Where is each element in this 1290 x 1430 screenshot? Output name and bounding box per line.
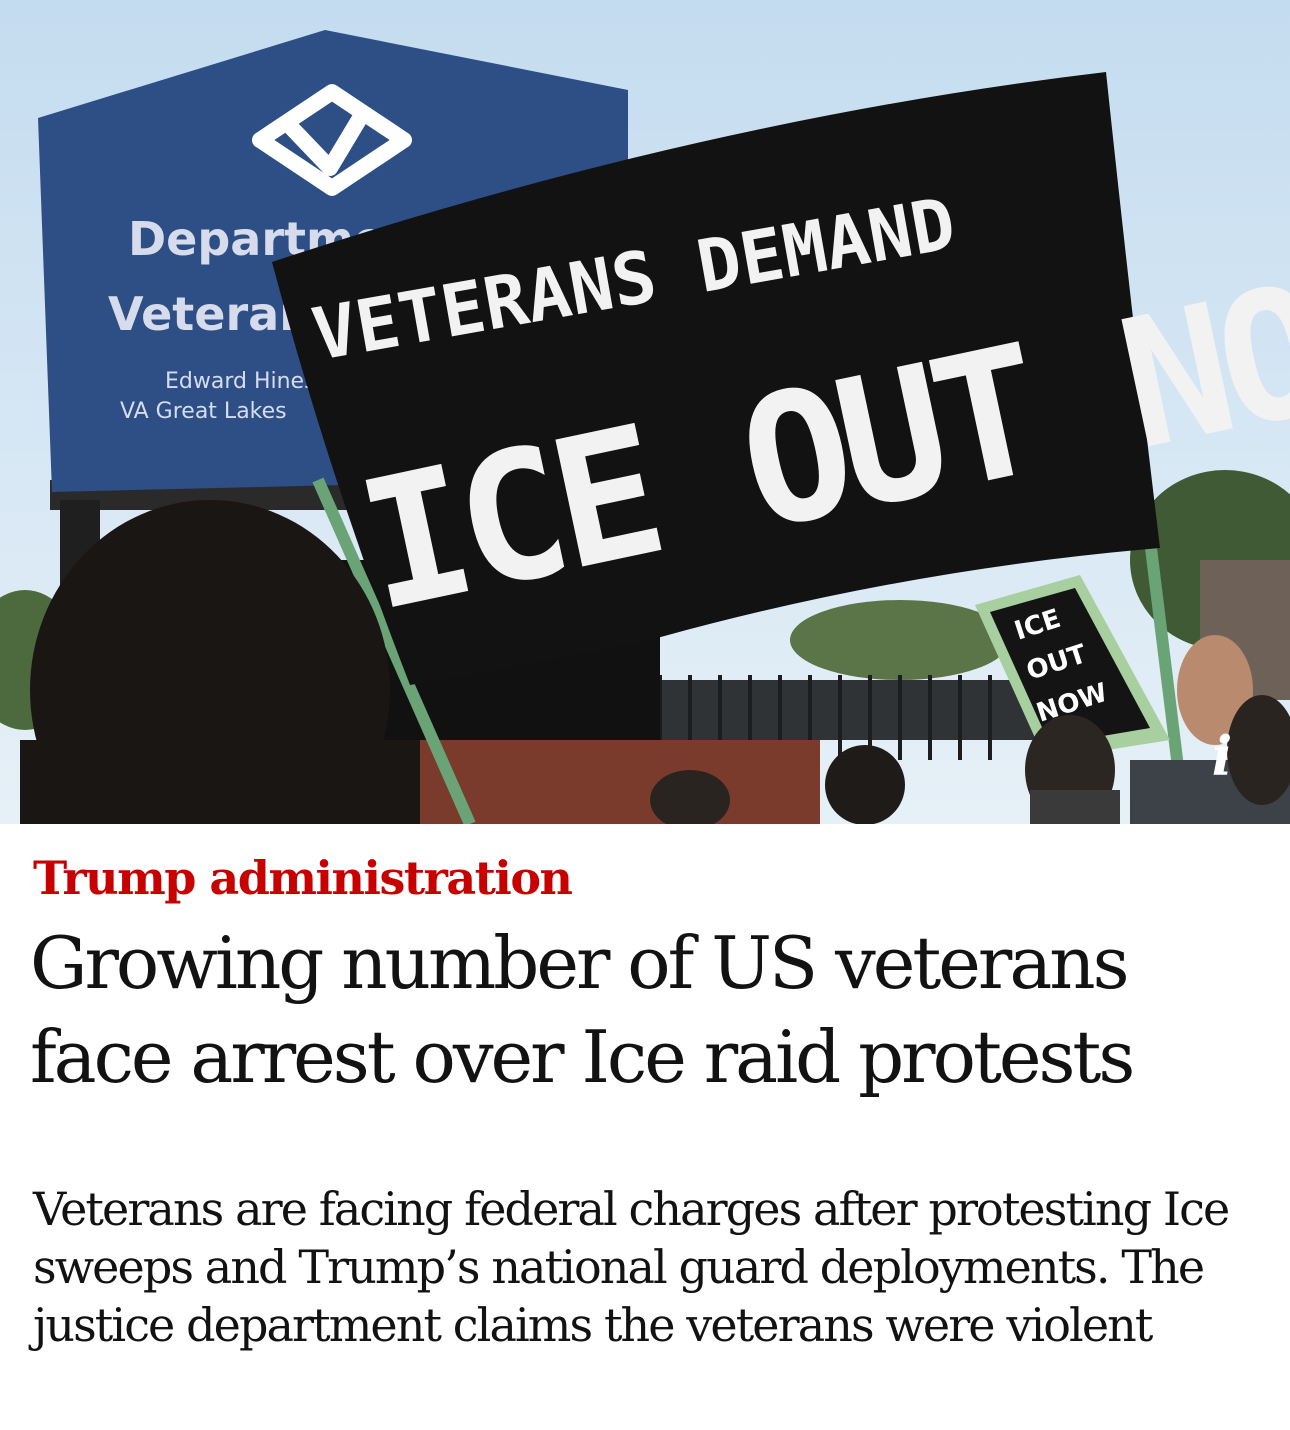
hero-image[interactable]: Department of Veterans Affairs Edward Hi… [0,0,1290,824]
banner-pole-left [312,477,476,824]
article-headline[interactable]: Growing number of US veterans face arres… [30,921,1135,1099]
protest-photo: Department of Veterans Affairs Edward Hi… [0,0,1290,824]
article-standfirst: Veterans are facing federal charges afte… [33,1182,1230,1352]
sign-line-4: VA Great Lakes [120,399,287,424]
crowd [650,635,1290,824]
info-icon[interactable]: i [1211,724,1233,788]
section-kicker[interactable]: Trump administration [33,851,573,905]
fence [640,680,1060,740]
va-logo-icon [252,84,412,196]
